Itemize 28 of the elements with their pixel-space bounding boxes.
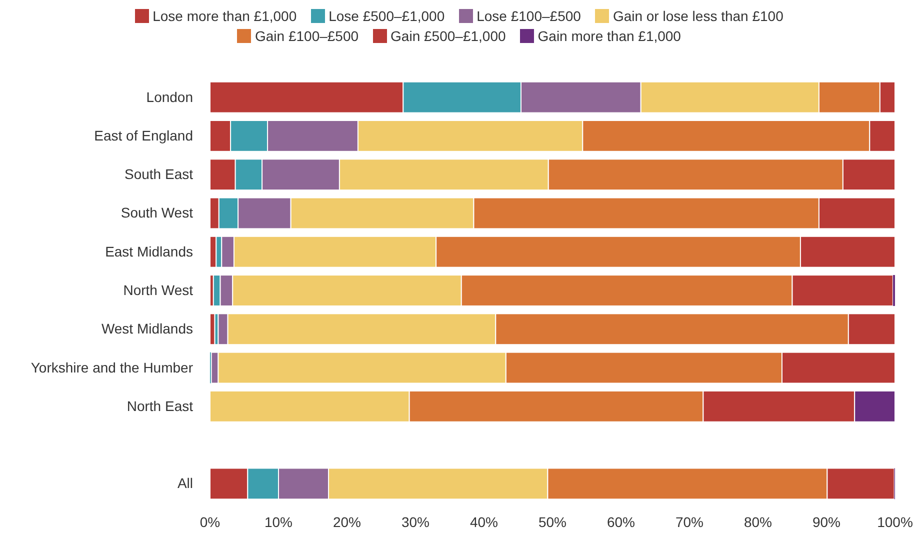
y-tick-label: East of England	[94, 127, 193, 144]
y-tick-label: West Midlands	[101, 320, 193, 337]
x-tick-label: 60%	[606, 514, 636, 530]
y-tick-label: East Midlands	[105, 243, 193, 260]
legend-label: Gain or lose less than £100	[612, 7, 784, 26]
x-tick-label: 0%	[200, 514, 220, 530]
legend-label: Lose £500–£1,000	[328, 7, 445, 26]
y-tick-label: South West	[120, 204, 194, 221]
y-tick-label: London	[146, 88, 193, 105]
x-tick-label: 20%	[332, 514, 362, 530]
x-tick-label: 70%	[675, 514, 704, 530]
x-tick-label: 50%	[538, 514, 567, 530]
x-tick-label: 40%	[470, 514, 498, 530]
y-tick-label: All	[177, 475, 193, 492]
y-tick-label: North East	[126, 398, 194, 414]
y-tick-label: North West	[123, 282, 194, 298]
y-tick-label: Yorkshire and the Humber	[30, 359, 194, 376]
y-tick-label: South East	[124, 166, 194, 182]
legend-label: Gain more than £1,000	[538, 27, 681, 46]
x-tick-label: 100%	[877, 514, 913, 530]
x-tick-label: 90%	[812, 514, 841, 530]
legend-label: Lose more than £1,000	[152, 7, 297, 26]
legend-label: Lose £100–£500	[476, 7, 581, 26]
legend-label: Gain £100–£500	[255, 27, 359, 46]
x-tick-label: 30%	[401, 514, 430, 530]
x-tick-label: 10%	[264, 514, 293, 530]
legend-label: Gain £500–£1,000	[390, 27, 506, 46]
x-tick-label: 80%	[744, 514, 772, 530]
